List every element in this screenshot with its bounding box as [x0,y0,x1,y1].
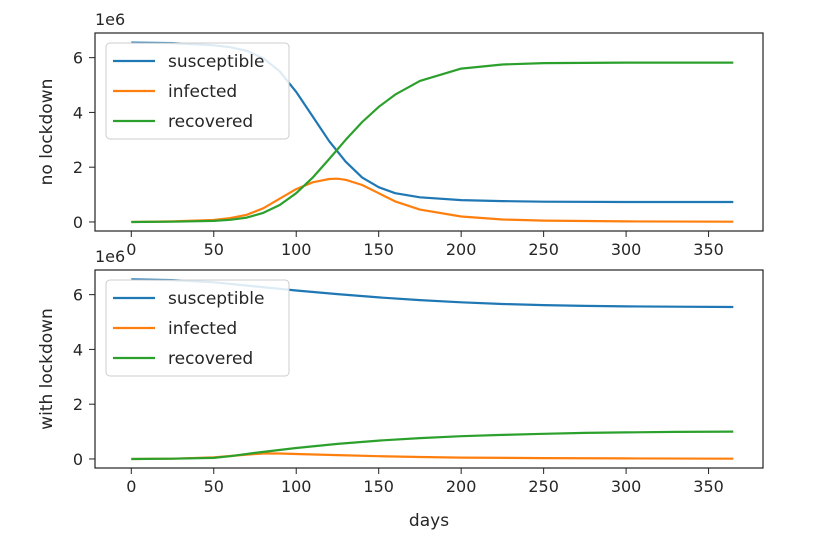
x-tick-label: 100 [281,477,312,496]
legend-box [105,279,290,377]
subplot-1: 0 50 100 150 200 250 300 350 0 2 4 6 1e6 no lockdown s… [37,10,764,259]
y-axis-label: with lockdown [37,308,57,430]
x-tick-label: 200 [446,240,477,259]
legend-label-recovered: recovered [168,349,253,369]
series-line-recovered [131,430,734,461]
legend-label-susceptible: susceptible [168,52,264,72]
legend-label-infected: infected [168,82,237,102]
x-tick-label: 200 [446,477,477,496]
x-tick-label: 50 [204,240,224,259]
y-axis-label: no lockdown [37,79,57,186]
legend-label-susceptible: susceptible [168,289,264,309]
y-tick-label: 0 [73,213,83,232]
x-tick-label: 0 [126,477,136,496]
x-tick-label: 250 [528,240,559,259]
x-tick-label: 250 [528,477,559,496]
x-tick-label: 100 [281,240,312,259]
legend-label-infected: infected [168,319,237,339]
x-tick-label: 150 [363,477,394,496]
y-tick-label: 4 [73,340,83,359]
x-tick-label: 300 [611,477,642,496]
x-tick-label: 150 [363,240,394,259]
x-axis-label: days [409,511,449,531]
subplot-2: 0 50 100 150 200 250 300 350 0 2 4 6 1e6 with lockdow… [37,247,764,531]
series-line-recovered [131,61,734,224]
series-line-infected [131,177,734,224]
y-tick-label: 2 [73,395,83,414]
y-tick-label: 0 [73,450,83,469]
y-tick-label: 6 [73,286,83,305]
x-tick-label: 50 [204,477,224,496]
x-tick-label: 300 [611,240,642,259]
y-offset-label: 1e6 [95,10,125,29]
x-tick-label: 350 [693,240,724,259]
x-tick-label: 350 [693,477,724,496]
y-offset-label: 1e6 [95,247,125,266]
legend-box [105,42,290,140]
y-tick-label: 4 [73,103,83,122]
y-tick-label: 6 [73,49,83,68]
legend-label-recovered: recovered [168,112,253,132]
y-tick-label: 2 [73,158,83,177]
x-tick-label: 0 [126,240,136,259]
